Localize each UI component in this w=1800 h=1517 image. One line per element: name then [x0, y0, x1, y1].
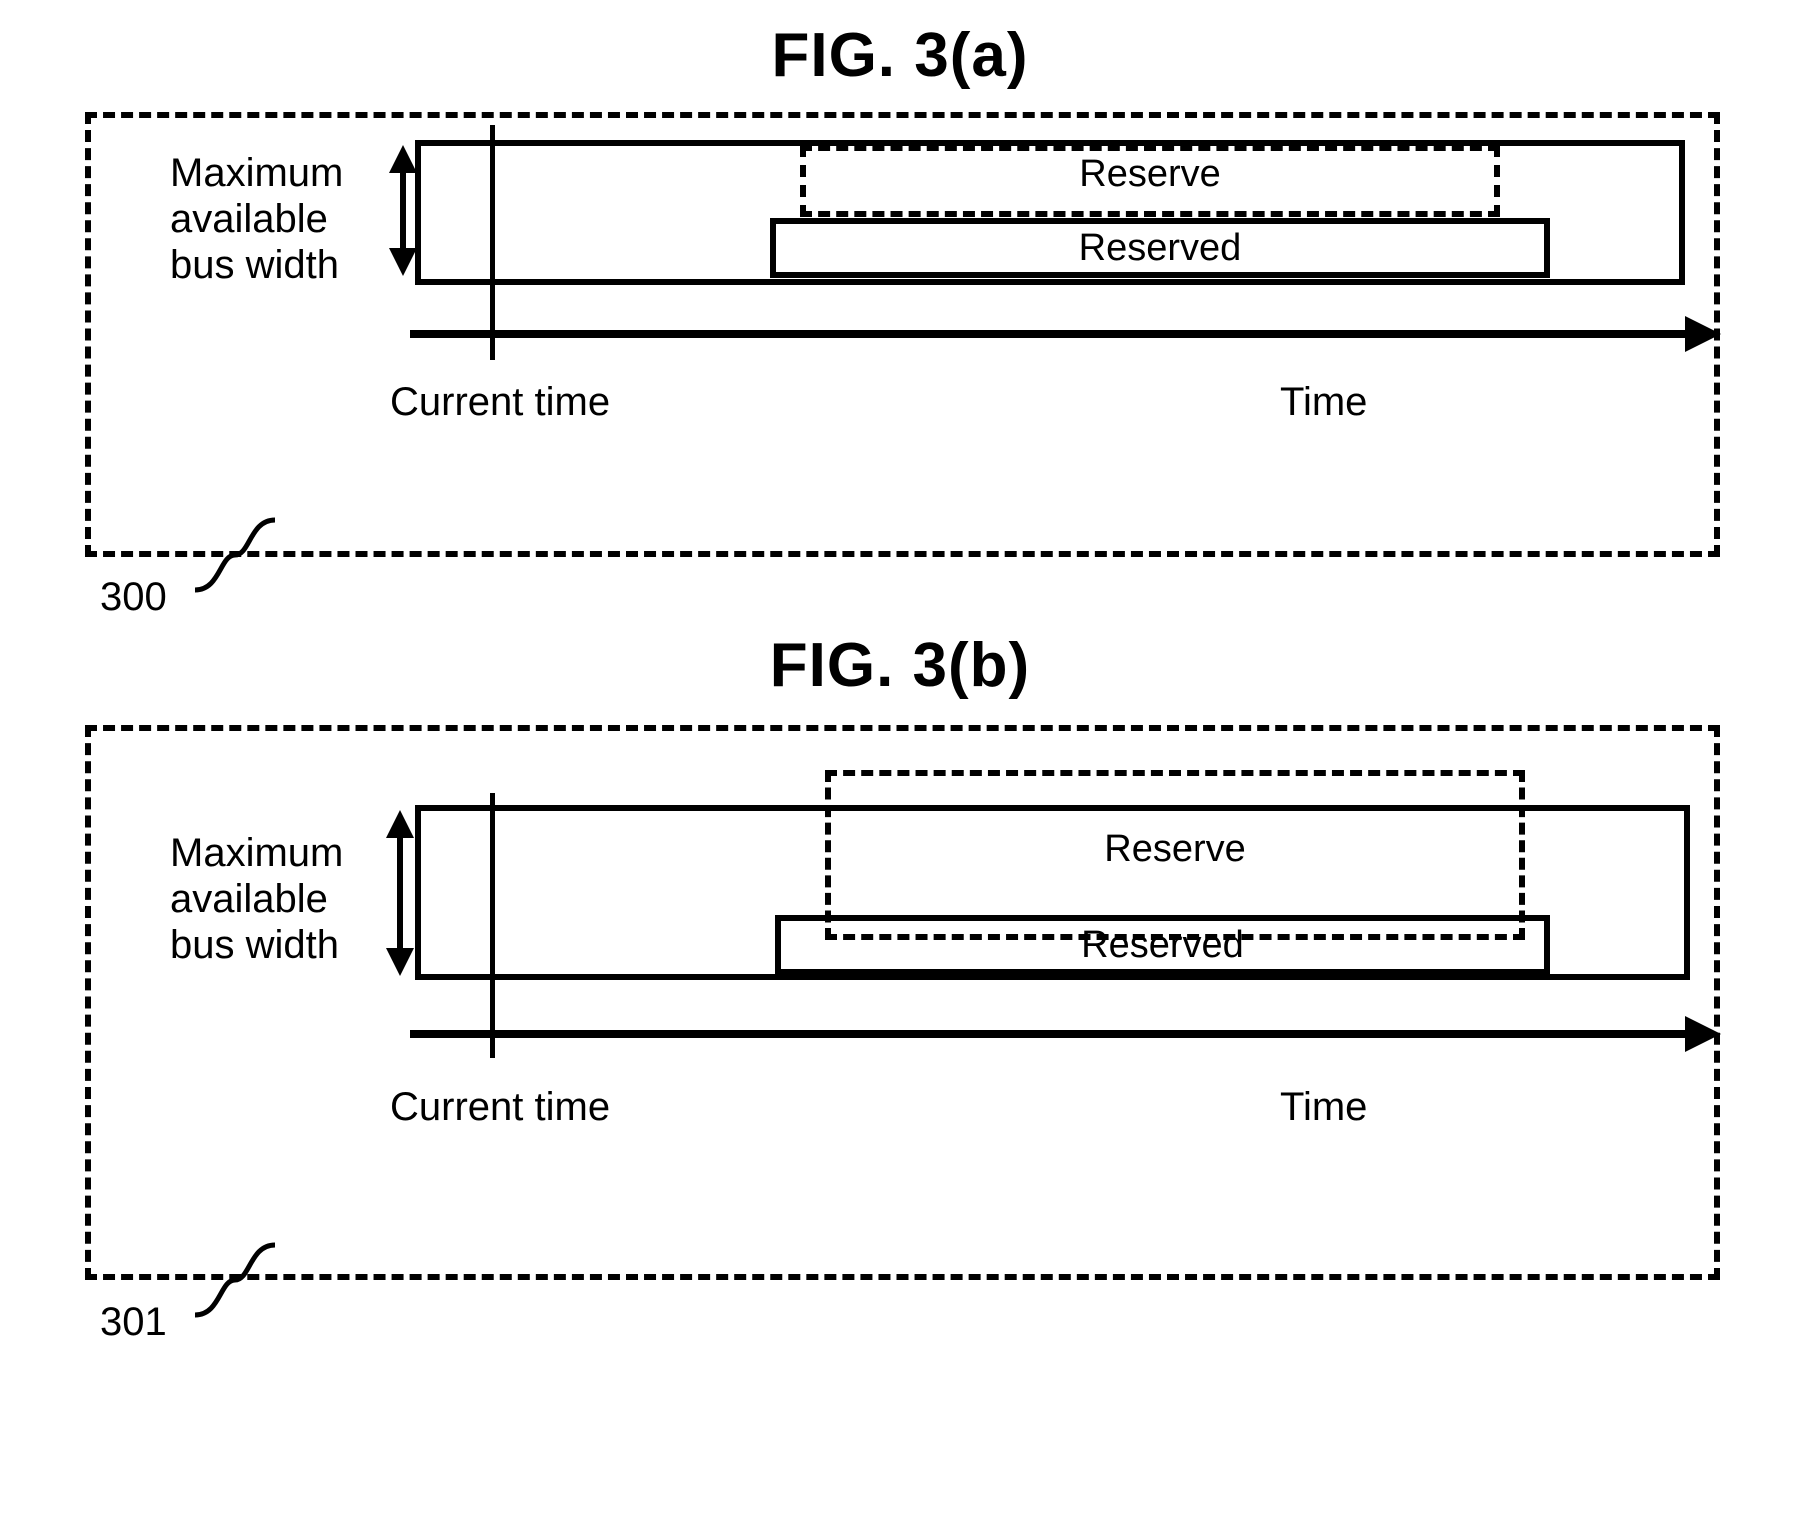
y-arrow-up-a [389, 145, 417, 173]
time-arrow-b [1685, 1016, 1721, 1052]
current-time-line-b [490, 793, 495, 1058]
ref-label-a: 300 [100, 575, 167, 620]
current-time-label-b: Current time [390, 1085, 610, 1130]
time-axis-b [410, 1030, 1690, 1038]
reserve-label-b: Reserve [1098, 828, 1252, 871]
current-time-line-a [490, 125, 495, 360]
y-arrow-shaft-a [400, 170, 406, 250]
time-label-b: Time [1280, 1085, 1367, 1130]
y-arrow-down-a [389, 248, 417, 276]
current-time-label-a: Current time [390, 380, 610, 425]
reserve-label-a: Reserve [1079, 153, 1221, 196]
time-axis-a [410, 330, 1690, 338]
y-arrow-down-b [386, 948, 414, 976]
time-label-a: Time [1280, 380, 1367, 425]
y-axis-label-b: Maximumavailablebus width [170, 830, 343, 968]
y-arrow-up-b [386, 810, 414, 838]
reserve-box-a: Reserve [800, 145, 1500, 217]
figure-a-title: FIG. 3(a) [0, 20, 1800, 91]
y-arrow-shaft-b [397, 835, 403, 950]
reserved-box-a: Reserved [770, 218, 1550, 278]
time-arrow-a [1685, 316, 1721, 352]
reserve-box-b: Reserve [825, 770, 1525, 940]
ref-curve-b [180, 1240, 300, 1320]
ref-label-b: 301 [100, 1300, 167, 1345]
y-axis-label-a: Maximumavailablebus width [170, 150, 343, 288]
ref-curve-a [180, 515, 300, 595]
figure-b-title: FIG. 3(b) [0, 630, 1800, 701]
reserved-label-a: Reserved [1079, 227, 1242, 270]
